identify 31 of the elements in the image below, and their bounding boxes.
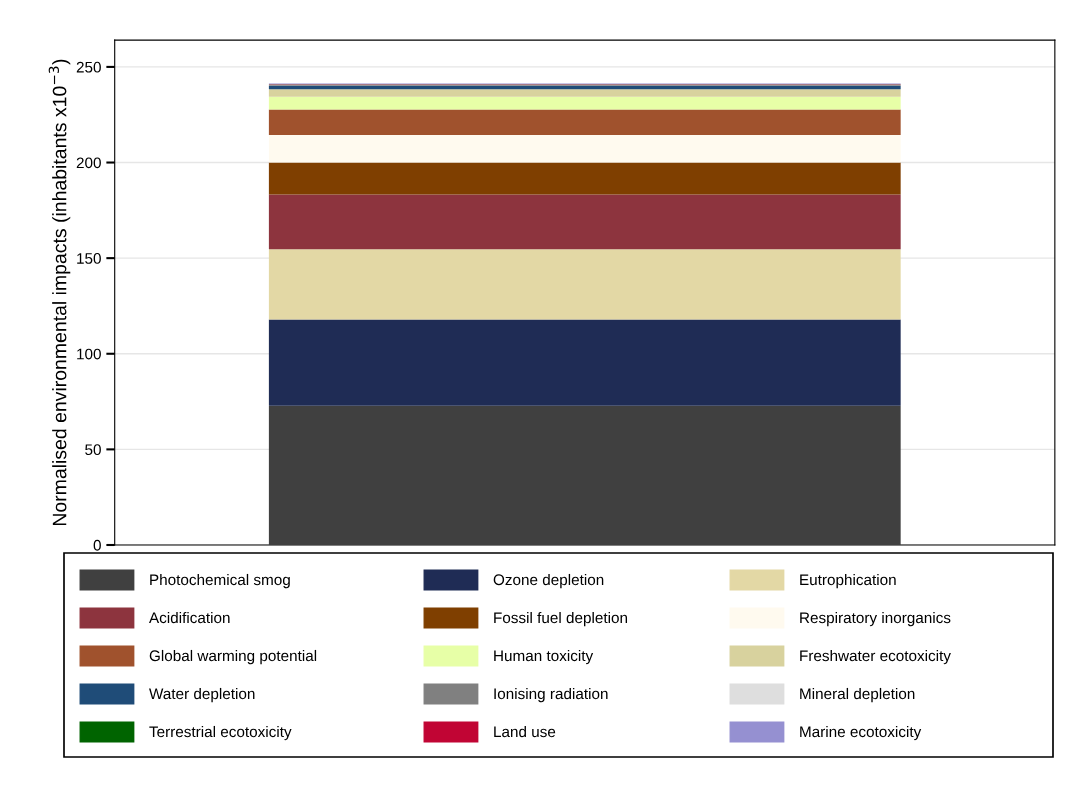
legend-label: Marine ecotoxicity [800,725,922,741]
bar [268,134,901,163]
bar [268,162,901,195]
legend-label: Freshwater ecotoxicity [800,649,951,665]
legend-label: Photochemical smog [150,573,290,589]
bar [268,249,901,320]
legend-label: Acidification [149,611,230,624]
y-tick-label: 100 [77,348,101,360]
legend-label: Eutrophication [800,573,896,589]
y-tick-label: 250 [76,61,101,73]
y-tick-label: 50 [85,444,101,456]
legend-label: Global warming potential [149,649,317,665]
y-tick-label: 200 [76,157,101,169]
y-tick-label: 0 [93,539,101,551]
legend-label: Respiratory inorganics [800,611,951,627]
legend-label: Water depletion [149,687,255,703]
legend-label: Fossil fuel depletion [494,611,628,627]
bar [268,194,901,250]
bar [268,109,901,135]
bar [268,405,901,545]
legend-label: Terrestrial ecotoxicity [149,725,292,741]
legend-label: Ozone depletion [493,573,604,589]
bar [268,89,901,97]
legend-label: Human toxicity [494,649,594,665]
y-tick-label: 150 [77,253,101,264]
legend-label: Land use [494,725,556,738]
legend-label: Mineral depletion [800,687,915,703]
bar [268,96,901,110]
legend-label: Ionising radiation [494,687,608,703]
y-axis-title: Normalised environmental impacts (inhabitants x10$^{−3}$) [48,59,71,526]
bar [268,319,901,406]
